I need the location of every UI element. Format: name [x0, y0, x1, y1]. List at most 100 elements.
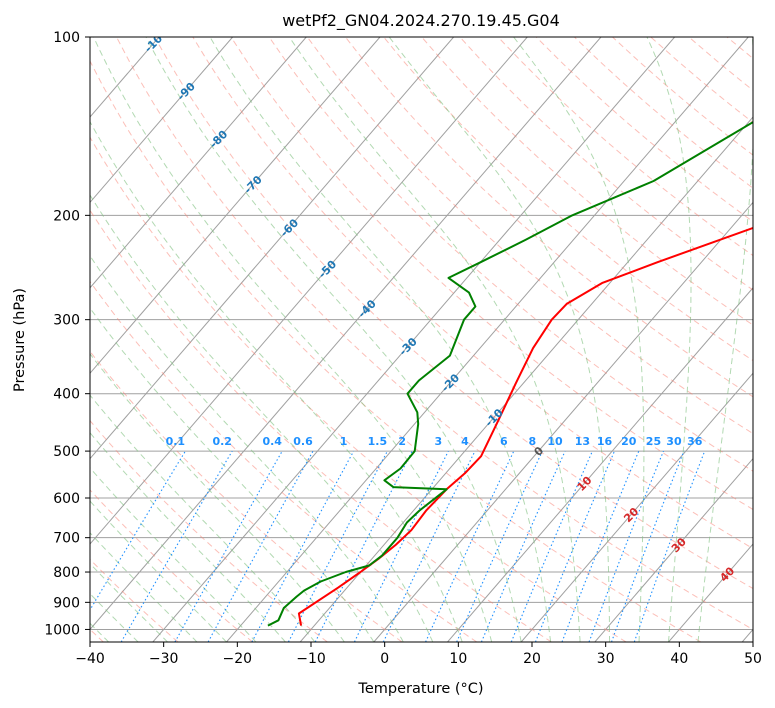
moist-adiabat-line — [90, 194, 434, 642]
x-tick-label: −40 — [75, 651, 105, 667]
dry-adiabat-line — [154, 37, 753, 590]
sounding-profiles — [267, 120, 753, 627]
chart-title: wetPf2_GN04.2024.270.19.45.G04 — [282, 11, 560, 31]
grid-lines — [90, 37, 753, 630]
dry-adiabat-line — [90, 558, 179, 642]
x-tick-label: 20 — [523, 651, 541, 667]
moist-adiabats — [90, 37, 753, 642]
isotherms — [90, 37, 753, 642]
moist-adiabat-line — [93, 37, 493, 642]
y-tick-label: 1000 — [44, 622, 80, 638]
x-tick-label: −10 — [296, 651, 326, 667]
mixing-ratio-line — [314, 450, 413, 642]
mixing-ratio-line — [174, 450, 283, 642]
mixing-ratio-line — [207, 450, 314, 642]
dry-adiabat-line — [230, 37, 753, 511]
mixing-ratio-lines — [90, 450, 706, 642]
mixing-ratio-line — [561, 450, 640, 642]
mixing-ratio-label: 0.6 — [293, 435, 313, 448]
y-tick-label: 400 — [53, 387, 80, 403]
mixing-ratio-label: 13 — [575, 435, 590, 448]
dry-adiabat-line — [90, 59, 702, 642]
dry-adiabat-line — [90, 350, 403, 642]
dry-adiabat-line — [345, 37, 753, 398]
dry-adiabat-line — [421, 37, 753, 326]
mixing-ratio-line — [588, 450, 665, 642]
mixing-ratio-label: 2 — [398, 435, 406, 448]
y-tick-label: 100 — [53, 30, 80, 46]
mixing-ratio-line — [610, 450, 685, 642]
isotherm-line — [90, 37, 528, 545]
x-tick-label: −30 — [149, 651, 179, 667]
x-tick-label: 10 — [449, 651, 467, 667]
mixing-ratio-line — [353, 450, 449, 642]
y-tick-label: 700 — [53, 531, 80, 547]
mixing-ratio-label: 30 — [666, 435, 682, 448]
y-axis-title: Pressure (hPa) — [12, 288, 28, 392]
mixing-ratio-label: 8 — [529, 435, 537, 448]
moist-adiabat-line — [145, 37, 522, 642]
mixing-ratio-line — [251, 450, 355, 642]
mixing-ratio-label: 36 — [687, 435, 703, 448]
moist-adiabat-line — [513, 37, 645, 642]
mixing-ratio-label: 0.4 — [262, 435, 282, 448]
mixing-ratio-label: 25 — [646, 435, 661, 448]
moist-adiabat-line — [90, 431, 286, 642]
isotherm-line — [299, 116, 753, 642]
mixing-ratio-label: 6 — [500, 435, 508, 448]
y-tick-label: 800 — [53, 565, 80, 581]
y-tick-label: 900 — [53, 595, 80, 611]
mixing-ratio-label: 0.1 — [166, 435, 186, 448]
y-tick-label: 200 — [53, 208, 80, 224]
isotherm-line — [90, 37, 234, 204]
mixing-ratio-label: 10 — [547, 435, 563, 448]
mixing-ratio-line — [534, 450, 616, 642]
mixing-ratio-label: 3 — [435, 435, 443, 448]
moist-adiabat-line — [90, 120, 463, 642]
isotherm-line — [226, 37, 749, 642]
plot-frame — [89, 36, 754, 643]
moist-adiabat-line — [90, 394, 316, 642]
isotherm-line — [152, 37, 676, 642]
moist-adiabat-line — [90, 255, 404, 642]
moist-adiabat-line — [209, 37, 552, 642]
mixing-ratio-label: 4 — [461, 435, 469, 448]
dry-adiabat-line — [90, 280, 478, 642]
mixing-ratio-line — [633, 450, 706, 642]
x-tick-label: 30 — [597, 651, 615, 667]
mixing-ratio-label: 1.5 — [368, 435, 388, 448]
isotherm-line — [90, 37, 381, 374]
moist-adiabat-line — [90, 353, 345, 642]
mixing-ratio-line — [456, 450, 543, 642]
dry-adiabat-line — [192, 37, 753, 550]
dry-adiabat-line — [383, 37, 753, 362]
isotherm-line — [373, 201, 753, 642]
mixing-ratio-label: 1 — [340, 435, 348, 448]
dry-adiabat-line — [90, 419, 328, 642]
moist-adiabat-line — [388, 37, 611, 642]
x-tick-label: −20 — [223, 651, 253, 667]
x-tick-label: 0 — [380, 651, 389, 667]
x-axis-title: Temperature (°C) — [357, 681, 483, 697]
moist-adiabat-line — [90, 467, 257, 642]
moist-adiabat-line — [697, 37, 753, 642]
dry-adiabat-line — [116, 37, 753, 630]
dry-adiabat-line — [306, 37, 753, 435]
mixing-ratio-line — [480, 450, 566, 642]
isotherm-line — [520, 372, 753, 642]
moist-adiabat-line — [288, 37, 581, 642]
dry-adiabat-line — [90, 489, 254, 642]
dry-adiabat-line — [90, 209, 552, 642]
moist-adiabat-line — [90, 307, 375, 642]
y-tick-label: 600 — [53, 491, 80, 507]
y-tick-label: 300 — [53, 313, 80, 329]
x-tick-label: 40 — [670, 651, 688, 667]
mixing-ratio-line — [510, 450, 593, 642]
x-tick-label: 50 — [744, 651, 762, 667]
isotherm-line — [90, 37, 307, 289]
isotherm-line — [594, 457, 753, 642]
isotherm-line — [90, 37, 602, 631]
